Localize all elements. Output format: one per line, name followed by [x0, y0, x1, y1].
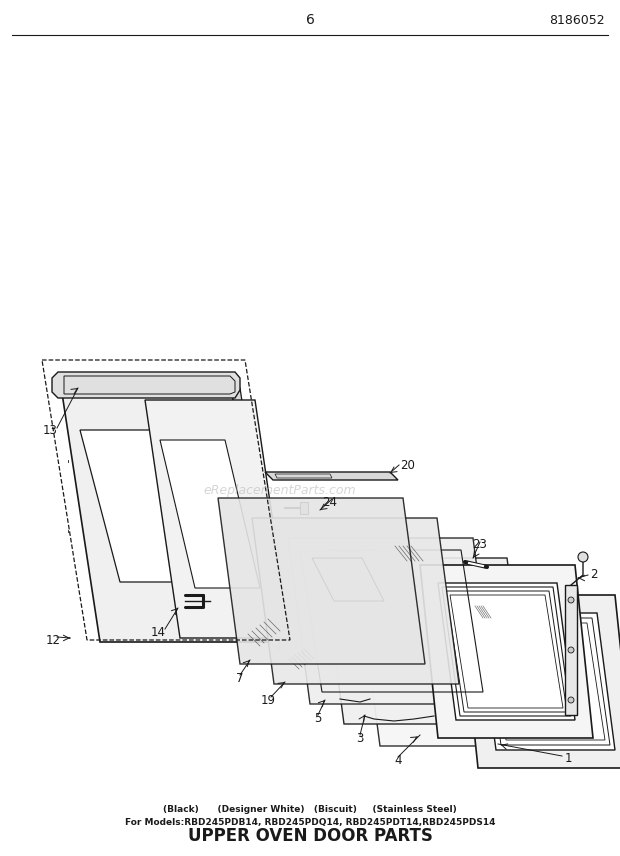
Text: 19: 19	[260, 693, 275, 706]
Polygon shape	[460, 595, 620, 768]
Circle shape	[568, 597, 574, 603]
Circle shape	[578, 552, 588, 562]
Circle shape	[568, 697, 574, 703]
Polygon shape	[420, 565, 593, 738]
Text: (Black)      (Designer White)   (Biscuit)     (Stainless Steel): (Black) (Designer White) (Biscuit) (Stai…	[163, 805, 457, 815]
Text: 4: 4	[394, 753, 402, 766]
Polygon shape	[145, 400, 290, 638]
Text: 1: 1	[565, 752, 572, 764]
Polygon shape	[60, 380, 270, 642]
Polygon shape	[438, 583, 575, 720]
Text: 6: 6	[306, 13, 314, 27]
Text: 2: 2	[590, 568, 598, 581]
Text: 12: 12	[45, 633, 61, 646]
Polygon shape	[218, 498, 425, 664]
Text: 5: 5	[314, 711, 322, 724]
Text: 13: 13	[43, 424, 58, 437]
Text: 20: 20	[400, 459, 415, 472]
Text: 3: 3	[356, 732, 364, 745]
Text: 24: 24	[322, 496, 337, 508]
Text: eReplacementParts.com: eReplacementParts.com	[204, 484, 356, 496]
Text: 8186052: 8186052	[549, 14, 605, 27]
Polygon shape	[478, 613, 615, 750]
Text: UPPER OVEN DOOR PARTS: UPPER OVEN DOOR PARTS	[188, 827, 432, 845]
Text: 7: 7	[236, 671, 244, 685]
Polygon shape	[288, 538, 495, 704]
Polygon shape	[230, 380, 280, 650]
Polygon shape	[265, 472, 398, 480]
Text: 23: 23	[472, 538, 487, 551]
Circle shape	[568, 647, 574, 653]
Polygon shape	[52, 372, 240, 398]
Polygon shape	[252, 518, 459, 684]
Bar	[300, 502, 308, 514]
Polygon shape	[160, 440, 260, 588]
Polygon shape	[322, 558, 529, 724]
Text: 14: 14	[151, 626, 166, 639]
Polygon shape	[80, 430, 200, 582]
Text: For Models:RBD245PDB14, RBD245PDQ14, RBD245PDT14,RBD245PDS14: For Models:RBD245PDB14, RBD245PDQ14, RBD…	[125, 817, 495, 827]
Polygon shape	[358, 580, 565, 746]
Bar	[565, 585, 577, 715]
